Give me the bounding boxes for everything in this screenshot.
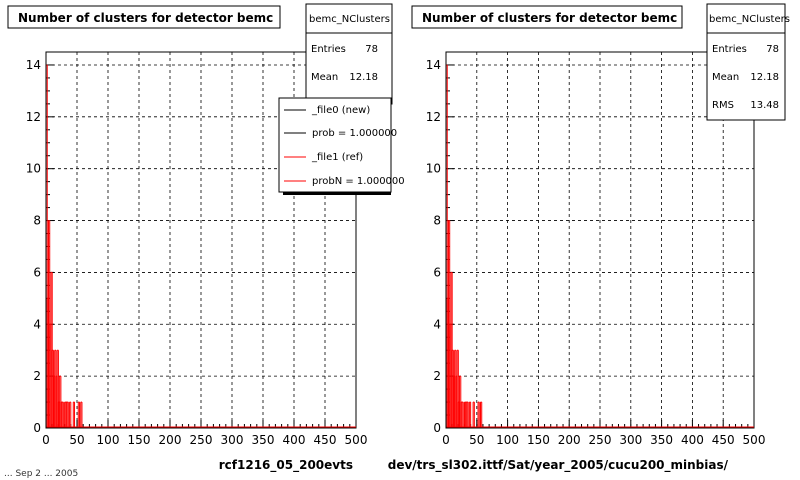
left-stats-mean-value: 12.18 xyxy=(349,72,378,83)
x-tick-label: 0 xyxy=(42,433,50,447)
left-stats-entries-label: Entries xyxy=(311,44,346,55)
y-tick-label: 8 xyxy=(33,214,41,228)
y-tick-label: 2 xyxy=(433,369,441,383)
y-tick-label: 12 xyxy=(426,110,441,124)
x-tick-label: 0 xyxy=(442,433,450,447)
x-tick-label: 300 xyxy=(221,433,244,447)
left-stats-name: bemc_NClusters xyxy=(309,14,390,25)
x-tick-label: 200 xyxy=(159,433,182,447)
left-panel: Number of clusters for detector bemc 0 50… xyxy=(7,3,405,473)
y-tick-label: 6 xyxy=(33,265,41,279)
x-tick-label: 400 xyxy=(283,433,306,447)
left-x-axis-label: rcf1216_05_200evts xyxy=(219,458,353,473)
y-tick-label: 8 xyxy=(433,214,441,228)
y-tick-label: 14 xyxy=(426,58,441,72)
right-stats-entries-label: Entries xyxy=(712,44,747,55)
right-chart-title: Number of clusters for detector bemc xyxy=(422,11,677,25)
x-tick-label: 50 xyxy=(69,433,84,447)
y-tick-label: 10 xyxy=(26,162,41,176)
left-chart-title: Number of clusters for detector bemc xyxy=(18,11,273,25)
legend-label-3: probN = 1.000000 xyxy=(312,176,405,187)
x-tick-label: 100 xyxy=(97,433,120,447)
legend: _file0 (new) prob = 1.000000 _file1 (ref… xyxy=(278,97,405,195)
right-stats-rms-label: RMS xyxy=(712,100,734,111)
right-panel: Number of clusters for detector bemc 0 50… xyxy=(388,3,790,473)
y-tick-label: 14 xyxy=(26,58,41,72)
legend-label-1: prob = 1.000000 xyxy=(312,128,397,139)
x-tick-label: 100 xyxy=(496,433,519,447)
right-stats-name: bemc_NClusters xyxy=(709,14,790,25)
left-title-box: Number of clusters for detector bemc xyxy=(7,5,281,29)
right-stats-entries-value: 78 xyxy=(766,44,779,55)
right-stats-mean-label: Mean xyxy=(712,72,739,83)
left-stats-entries-value: 78 xyxy=(365,44,378,55)
footer-date: ... Sep 2 ... 2005 xyxy=(4,469,78,479)
y-tick-label: 0 xyxy=(433,421,441,435)
y-tick-label: 0 xyxy=(33,421,41,435)
x-tick-label: 150 xyxy=(128,433,151,447)
y-tick-label: 4 xyxy=(433,317,441,331)
x-tick-label: 350 xyxy=(650,433,673,447)
x-tick-label: 500 xyxy=(743,433,766,447)
x-tick-label: 50 xyxy=(469,433,484,447)
legend-label-0: _file0 (new) xyxy=(311,105,370,116)
legend-label-2: _file1 (ref) xyxy=(311,152,363,163)
x-tick-label: 200 xyxy=(558,433,581,447)
right-plot: 0 50 100 150 200 250 300 350 400 450 500 0 2 4 6 8 10 12 1… xyxy=(426,51,766,447)
right-stats-rms-value: 13.48 xyxy=(750,100,779,111)
x-tick-label: 150 xyxy=(527,433,550,447)
x-tick-label: 400 xyxy=(681,433,704,447)
y-tick-label: 4 xyxy=(33,317,41,331)
left-stats-box: bemc_NClusters Entries 78 Mean 12.18 xyxy=(305,3,393,105)
right-stats-mean-value: 12.18 xyxy=(750,72,779,83)
x-tick-label: 350 xyxy=(252,433,275,447)
y-tick-label: 10 xyxy=(426,162,441,176)
y-tick-label: 2 xyxy=(33,369,41,383)
right-x-axis-label: dev/trs_sl302.ittf/Sat/year_2005/cucu200… xyxy=(388,458,729,473)
right-stats-box: bemc_NClusters Entries 78 Mean 12.18 RMS… xyxy=(706,3,790,121)
y-tick-label: 12 xyxy=(26,110,41,124)
x-tick-label: 500 xyxy=(345,433,368,447)
left-stats-mean-label: Mean xyxy=(311,72,338,83)
x-tick-label: 450 xyxy=(314,433,337,447)
x-tick-label: 250 xyxy=(190,433,213,447)
x-tick-label: 250 xyxy=(589,433,612,447)
x-tick-label: 300 xyxy=(619,433,642,447)
y-tick-label: 6 xyxy=(433,265,441,279)
x-tick-label: 450 xyxy=(712,433,735,447)
right-title-box: Number of clusters for detector bemc xyxy=(411,5,683,29)
